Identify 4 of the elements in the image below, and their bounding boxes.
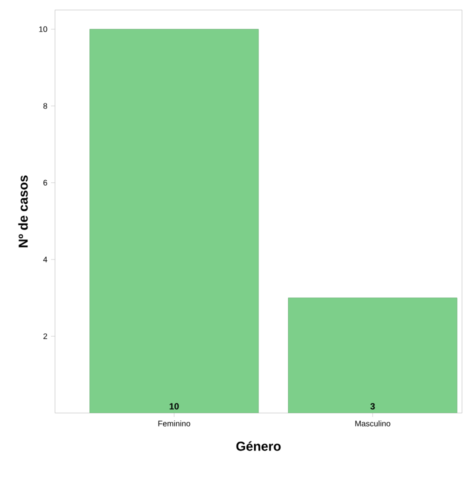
y-axis-title: Nº de casos (18, 175, 28, 248)
data-label: 3 (370, 403, 375, 410)
x-axis-title: Género (236, 441, 281, 451)
data-label: 10 (170, 403, 179, 410)
